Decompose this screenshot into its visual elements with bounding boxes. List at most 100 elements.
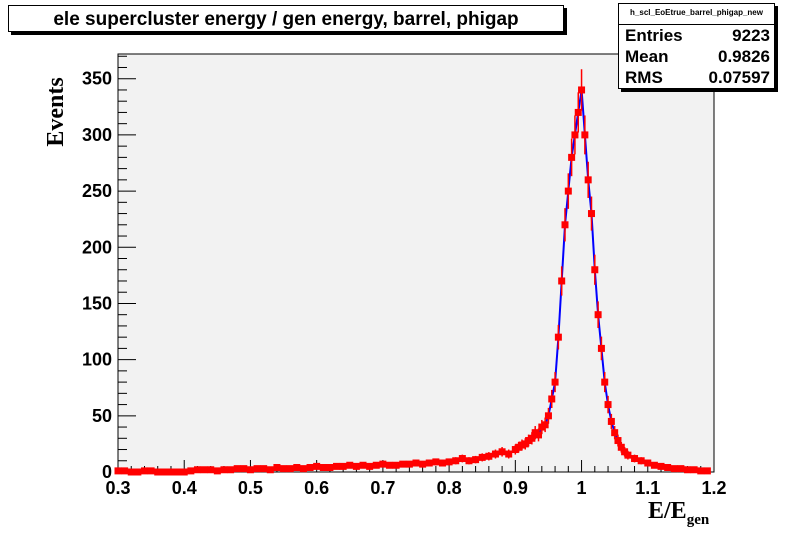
- rms-label: RMS: [625, 68, 663, 87]
- data-point: [607, 417, 615, 425]
- data-point: [140, 467, 148, 475]
- y-tick-label: 0: [102, 462, 112, 482]
- x-tick-label: 0.7: [370, 478, 395, 498]
- data-point: [319, 464, 327, 472]
- y-axis-label: Events: [42, 77, 69, 147]
- data-point: [372, 461, 380, 469]
- data-point: [438, 459, 446, 467]
- rms-value: 0.07597: [708, 68, 770, 87]
- data-point: [352, 462, 360, 470]
- y-tick-label: 100: [82, 350, 112, 370]
- data-point: [614, 437, 622, 445]
- chart-title: ele supercluster energy / gen energy, ba…: [8, 5, 564, 32]
- data-point: [260, 465, 268, 473]
- x-axis-label: E/Egen: [648, 498, 709, 529]
- data-point: [548, 395, 556, 403]
- x-axis-label-main: E/E: [648, 498, 687, 524]
- data-point: [193, 466, 201, 474]
- data-point: [246, 466, 254, 474]
- data-point: [611, 429, 619, 437]
- x-tick-label: 0.9: [503, 478, 528, 498]
- data-point: [180, 468, 188, 476]
- x-tick-label: 1.2: [701, 478, 726, 498]
- data-point: [498, 448, 506, 456]
- x-tick-label: 0.4: [172, 478, 197, 498]
- data-point: [703, 467, 711, 475]
- series-layer: [114, 69, 711, 476]
- data-point: [366, 462, 374, 470]
- data-point: [200, 466, 208, 474]
- data-point: [392, 461, 400, 469]
- data-point: [624, 451, 632, 459]
- data-point: [677, 465, 685, 473]
- mean-label: Mean: [625, 47, 669, 66]
- x-axis-label-subscript: gen: [686, 511, 710, 528]
- stats-entries-row: Entries 9223: [619, 25, 774, 46]
- data-point: [147, 467, 155, 475]
- data-point: [240, 465, 248, 473]
- data-point: [664, 464, 672, 472]
- data-point: [227, 466, 235, 474]
- data-point: [306, 464, 314, 472]
- data-point: [558, 277, 566, 285]
- x-tick-label: 0.5: [238, 478, 263, 498]
- data-point: [478, 453, 486, 461]
- data-point: [561, 221, 569, 229]
- x-tick-label: 1: [577, 478, 587, 498]
- x-tick-label: 0.8: [437, 478, 462, 498]
- data-point: [359, 461, 367, 469]
- data-point: [670, 465, 678, 473]
- data-point: [313, 462, 321, 470]
- data-point: [333, 462, 341, 470]
- y-tick-label: 150: [82, 293, 112, 313]
- data-point: [551, 378, 559, 386]
- data-point: [220, 466, 228, 474]
- data-point: [554, 333, 562, 341]
- data-point: [597, 344, 605, 352]
- data-point: [253, 465, 261, 473]
- data-point: [684, 466, 692, 474]
- data-point: [637, 457, 645, 465]
- data-point: [339, 462, 347, 470]
- x-tick-label: 0.6: [304, 478, 329, 498]
- data-point: [581, 131, 589, 139]
- data-point: [564, 187, 572, 195]
- y-tick-label: 300: [82, 125, 112, 145]
- data-point: [485, 452, 493, 460]
- data-point: [544, 412, 552, 420]
- data-point: [127, 468, 135, 476]
- data-point: [379, 460, 387, 468]
- data-point: [273, 464, 281, 472]
- data-point: [134, 468, 142, 476]
- data-point: [697, 467, 705, 475]
- data-point: [591, 266, 599, 274]
- data-point: [574, 108, 582, 116]
- data-point: [266, 466, 274, 474]
- data-point: [445, 458, 453, 466]
- data-point: [458, 455, 466, 463]
- data-point: [584, 176, 592, 184]
- data-point: [405, 460, 413, 468]
- stats-mean-row: Mean 0.9826: [619, 46, 774, 67]
- data-point: [167, 468, 175, 476]
- data-point: [286, 465, 294, 473]
- data-point: [452, 457, 460, 465]
- histogram-name: h_scl_EoEtrue_barrel_phigap_new: [619, 4, 774, 25]
- data-point: [293, 464, 301, 472]
- data-point: [650, 461, 658, 469]
- data-point: [419, 460, 427, 468]
- data-point: [465, 457, 473, 465]
- data-point: [601, 378, 609, 386]
- entries-value: 9223: [732, 26, 770, 45]
- data-point: [578, 86, 586, 94]
- data-point: [644, 459, 652, 467]
- data-point: [121, 467, 129, 475]
- data-point: [299, 465, 307, 473]
- y-tick-label: 350: [82, 69, 112, 89]
- data-point: [505, 450, 513, 458]
- data-point: [617, 443, 625, 451]
- entries-label: Entries: [625, 26, 683, 45]
- stats-rms-row: RMS 0.07597: [619, 67, 774, 88]
- data-point: [594, 311, 602, 319]
